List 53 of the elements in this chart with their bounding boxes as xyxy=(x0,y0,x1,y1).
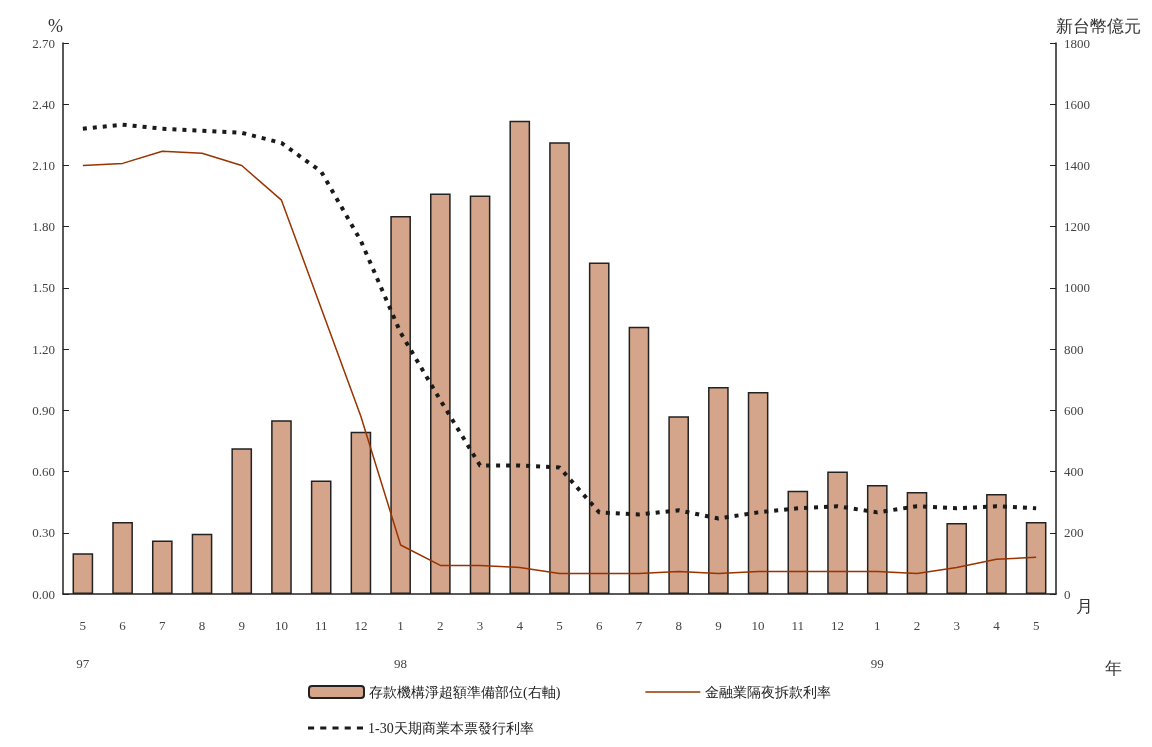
category-label: 5 97 xyxy=(76,617,90,671)
legend-label: 存款機構淨超額準備部位(右軸) xyxy=(369,684,561,701)
x-tick-label: 2 xyxy=(913,617,921,633)
y2-tick-label: 1600 xyxy=(1064,96,1090,112)
x-tick-label: 5 xyxy=(1032,617,1040,633)
y2-tick-label: 1800 xyxy=(1064,35,1090,51)
y2-tick-label: 1200 xyxy=(1064,219,1090,235)
y2-tick-label: 1000 xyxy=(1064,280,1090,296)
category-label: 1 99 xyxy=(870,617,884,671)
category-label: 1 98 xyxy=(394,617,408,671)
y-tick-label: 2.10 xyxy=(32,157,55,173)
y-axis-title: % xyxy=(48,16,63,36)
x-tick-label: 3 xyxy=(953,617,960,633)
legend-label: 金融業隔夜拆款利率 xyxy=(705,684,832,700)
x-tick-label: 8 xyxy=(198,617,206,633)
y-tick-label: 2.70 xyxy=(32,35,55,51)
y2-tick-label: 400 xyxy=(1064,464,1084,480)
y-tick-label: 1.80 xyxy=(32,219,55,235)
y-tick-label: 0.90 xyxy=(32,402,55,418)
x-axis-title: 月 xyxy=(1076,597,1094,616)
x-tick-label: 12 xyxy=(354,617,368,633)
x-tick-label: 6 xyxy=(595,617,603,633)
y2-tick-label: 600 xyxy=(1064,402,1084,418)
x-tick-label: 10 xyxy=(274,617,288,633)
y-tick-label: 0.00 xyxy=(32,586,55,602)
x-tick-label: 12 xyxy=(831,617,845,633)
x-tick-label: 6 xyxy=(119,617,127,633)
legend-label: 1-30天期商業本票發行利率 xyxy=(368,720,534,736)
y-tick-label: 0.60 xyxy=(32,464,55,480)
y-tick-label: 0.30 xyxy=(32,525,55,541)
x-tick-label: 11 xyxy=(791,617,805,633)
y-tick-label: 1.50 xyxy=(32,280,55,296)
y2-tick-label: 1400 xyxy=(1064,157,1090,173)
x-tick-label: 3 xyxy=(476,617,484,633)
x-tick-label: 4 xyxy=(516,617,524,633)
y2-axis-title: 新台幣億元 xyxy=(1056,17,1141,36)
x-tick-label: 9 xyxy=(238,617,245,633)
x-tick-label: 9 xyxy=(715,617,722,633)
x-tick-label: 7 xyxy=(159,617,167,633)
y-tick-label: 2.40 xyxy=(32,96,55,112)
text: 年 xyxy=(1105,659,1122,678)
y2-tick-label: 200 xyxy=(1064,525,1084,541)
x-tick-label: 10 xyxy=(751,617,765,633)
y2-tick-label: 0 xyxy=(1064,586,1071,602)
x-tick-label: 2 xyxy=(437,617,444,633)
x-tick-label: 7 xyxy=(635,617,643,633)
x-tick-label: 11 xyxy=(314,617,328,633)
y-tick-label: 1.20 xyxy=(32,341,55,357)
x-tick-label: 8 xyxy=(675,617,682,633)
x-tick-label: 5 xyxy=(556,617,563,633)
y2-tick-label: 800 xyxy=(1064,341,1084,357)
x-tick-label: 4 xyxy=(993,617,1001,633)
line-series xyxy=(82,150,1037,575)
